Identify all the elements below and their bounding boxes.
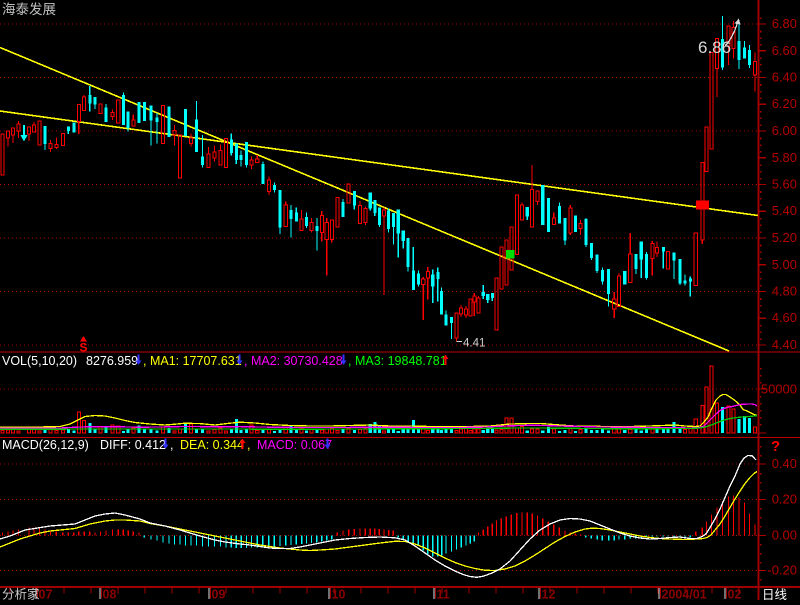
svg-text:02: 02 [728, 588, 742, 601]
svg-text:2004/01: 2004/01 [662, 588, 707, 601]
svg-text:分析家: 分析家 [2, 587, 40, 601]
svg-text:6.80: 6.80 [772, 16, 797, 31]
svg-text:50000: 50000 [761, 382, 797, 397]
svg-text:5.60: 5.60 [772, 177, 797, 192]
svg-text:4.80: 4.80 [772, 284, 797, 299]
svg-text:0.00: 0.00 [772, 528, 797, 543]
svg-text:S: S [79, 341, 87, 355]
svg-text:6.20: 6.20 [772, 96, 797, 111]
svg-text:5.20: 5.20 [772, 230, 797, 245]
svg-text:5.40: 5.40 [772, 203, 797, 218]
svg-text:海泰发展: 海泰发展 [2, 2, 56, 17]
svg-text:MACD(26,12,9): MACD(26,12,9) [2, 438, 89, 452]
svg-text:6.86: 6.86 [698, 38, 731, 57]
svg-text:, MA3: 19848.781: , MA3: 19848.781 [348, 354, 447, 368]
svg-text:09: 09 [212, 588, 226, 601]
svg-text:VOL(5,10,20): VOL(5,10,20) [2, 354, 77, 368]
svg-text:, MA2: 30730.428: , MA2: 30730.428 [244, 354, 343, 368]
svg-text:4.40: 4.40 [772, 337, 797, 352]
svg-text:?: ? [771, 438, 780, 455]
svg-text:10: 10 [332, 588, 346, 601]
svg-text:5.00: 5.00 [772, 257, 797, 272]
svg-text:MACD: 0.067: MACD: 0.067 [257, 438, 332, 452]
svg-text:4.60: 4.60 [772, 310, 797, 325]
svg-text:07: 07 [39, 588, 53, 601]
svg-text:6.60: 6.60 [772, 43, 797, 58]
svg-text:,: , [247, 438, 250, 452]
svg-text:, MA1: 17707.631: , MA1: 17707.631 [143, 354, 242, 368]
svg-text:4.41: 4.41 [463, 338, 485, 350]
svg-text:DIFF: 0.412: DIFF: 0.412 [100, 438, 166, 452]
svg-text:0.20: 0.20 [772, 492, 797, 507]
svg-text:8276.959: 8276.959 [86, 354, 138, 368]
svg-text:0.40: 0.40 [772, 456, 797, 471]
svg-text:08: 08 [103, 588, 117, 601]
svg-text:DEA: 0.344: DEA: 0.344 [180, 438, 244, 452]
svg-text:12: 12 [542, 588, 556, 601]
svg-text:5.80: 5.80 [772, 150, 797, 165]
svg-text:6.00: 6.00 [772, 123, 797, 138]
svg-text:,: , [170, 438, 173, 452]
svg-text:11: 11 [437, 588, 450, 601]
svg-text:-0.20: -0.20 [767, 563, 797, 578]
svg-text:日线: 日线 [762, 588, 788, 600]
svg-text:6.40: 6.40 [772, 70, 797, 85]
